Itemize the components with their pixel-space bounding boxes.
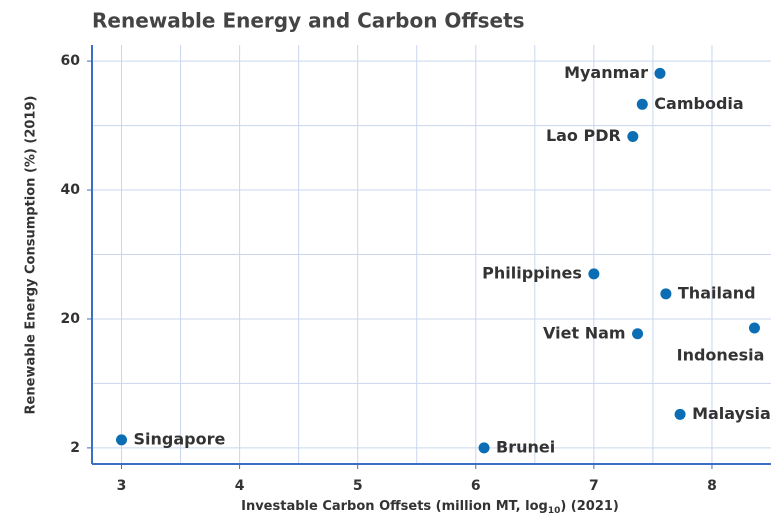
point	[660, 288, 672, 300]
x-axis-title-part: Investable Carbon Offsets (million MT, l…	[241, 499, 548, 514]
point-label: Brunei	[496, 437, 555, 456]
x-tick-label: 7	[589, 478, 599, 494]
point-label: Thailand	[678, 283, 756, 302]
point-label: Philippines	[482, 263, 582, 282]
point	[116, 434, 128, 446]
x-tick-label: 5	[353, 478, 363, 494]
point-label: Viet Nam	[543, 323, 626, 342]
point	[674, 408, 686, 420]
x-tick-label: 6	[471, 478, 481, 494]
x-axis-title-part: ) (2021)	[560, 499, 619, 514]
point-label: Lao PDR	[546, 126, 621, 145]
point-label: Singapore	[134, 429, 226, 448]
y-tick-label: 60	[61, 53, 81, 69]
point	[636, 98, 648, 110]
point	[748, 322, 760, 334]
point	[632, 328, 644, 340]
point-label: Cambodia	[654, 94, 743, 113]
x-tick-label: 3	[117, 478, 127, 494]
chart-title: Renewable Energy and Carbon Offsets	[92, 9, 525, 33]
y-axis-title: Renewable Energy Consumption (%) (2019)	[24, 96, 39, 415]
point	[478, 442, 490, 454]
x-axis-title: Investable Carbon Offsets (million MT, l…	[241, 499, 619, 516]
x-tick-label: 4	[235, 478, 245, 494]
x-axis-title-sub: 10	[548, 506, 561, 516]
point-label: Malaysia	[692, 404, 771, 423]
point	[588, 268, 600, 280]
y-tick-label: 2	[70, 440, 80, 456]
point-label: Myanmar	[564, 63, 648, 82]
point	[654, 67, 666, 79]
x-tick-label: 8	[707, 478, 717, 494]
y-tick-label: 40	[61, 182, 81, 198]
point	[627, 131, 639, 143]
point-label: Indonesia	[677, 345, 765, 364]
y-tick-label: 20	[61, 311, 81, 327]
